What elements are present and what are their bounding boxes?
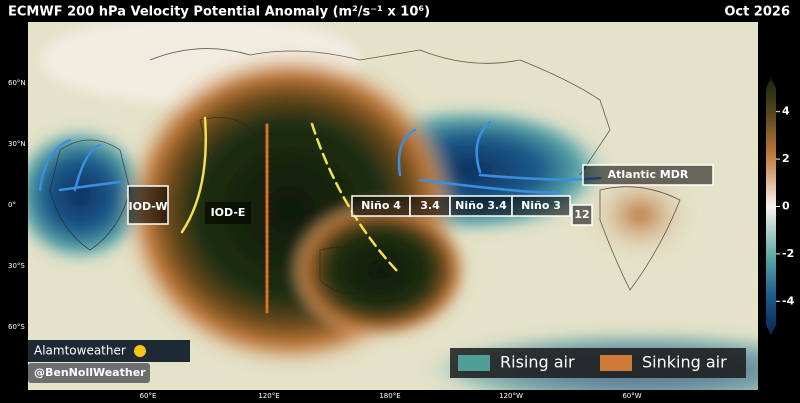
date: Oct 2026 xyxy=(724,5,790,20)
colorbar-tick-label: 2 xyxy=(782,152,790,165)
credits: Alamtoweather @BenNollWeather xyxy=(28,340,190,383)
lat-label: 0° xyxy=(8,201,16,209)
regions: IOD-W IOD-E Niño 4 3.4 Niño 3.4 Niño 3 1… xyxy=(127,164,714,226)
region-label: Niño 3 xyxy=(521,199,561,212)
legend-label: Sinking air xyxy=(642,353,727,372)
region-label: 3.4 xyxy=(420,199,440,212)
title: ECMWF 200 hPa Velocity Potential Anomaly… xyxy=(8,5,430,20)
lon-label: 120°W xyxy=(499,392,523,400)
legend-label: Rising air xyxy=(500,353,575,372)
lon-label: 180°E xyxy=(379,392,400,400)
credit: @BenNollWeather xyxy=(34,366,146,379)
colorbar-tick-label: 4 xyxy=(782,105,790,118)
colorbar-tick-label: 0 xyxy=(782,200,790,213)
region-label: 12 xyxy=(574,208,589,221)
map xyxy=(28,22,758,390)
lat-label: 30°N xyxy=(8,140,26,148)
credit: Alamtoweather xyxy=(34,344,126,358)
lon-label: 60°W xyxy=(622,392,641,400)
lon-labels: 60°E 120°E 180°E 120°W 60°W xyxy=(140,392,642,400)
lat-label: 60°N xyxy=(8,79,26,87)
lon-label: 60°E xyxy=(140,392,157,400)
region-label: IOD-W xyxy=(129,200,168,213)
region-label: Atlantic MDR xyxy=(608,168,689,181)
colorbar-tick-label: -2 xyxy=(782,247,794,260)
lat-labels: 60°N 30°N 0° 30°S 60°S xyxy=(8,79,26,331)
lon-label: 120°E xyxy=(258,392,279,400)
lat-label: 60°S xyxy=(8,323,25,331)
region-label: IOD-E xyxy=(211,206,246,219)
lat-label: 30°S xyxy=(8,262,25,270)
region-label: Niño 4 xyxy=(361,199,401,212)
colorbar-tick-label: -4 xyxy=(782,294,795,307)
region-label: Niño 3.4 xyxy=(455,199,507,212)
legend: Rising air Sinking air xyxy=(450,348,746,378)
colorbar: 4 2 0 -2 -4 xyxy=(766,78,795,335)
